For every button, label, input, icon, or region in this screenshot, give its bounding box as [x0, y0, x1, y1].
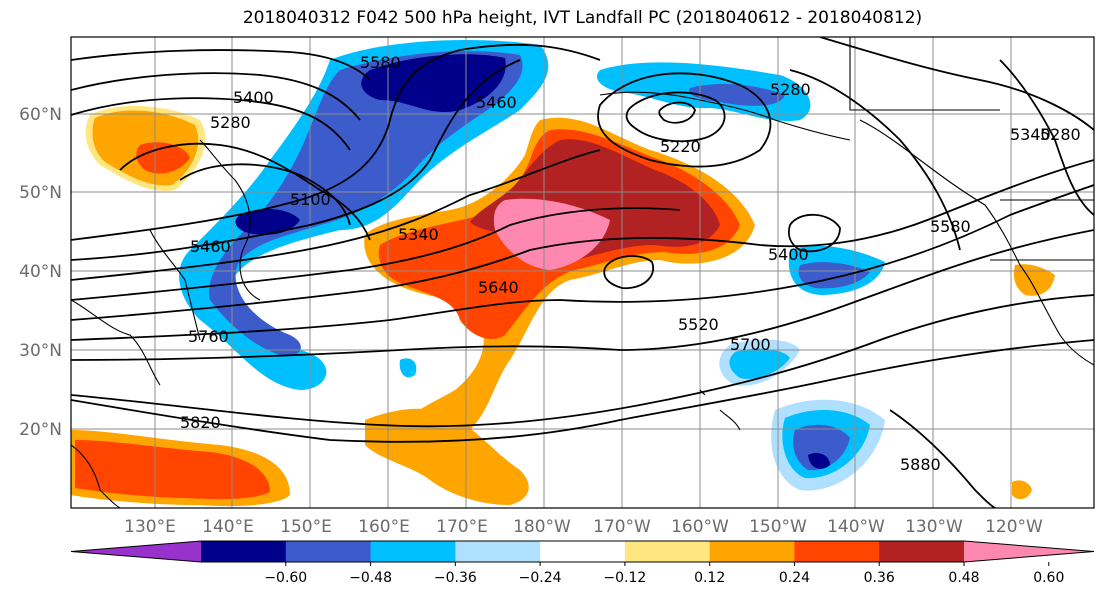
- map-frame: [70, 36, 1095, 509]
- contour-label: 5340: [1010, 125, 1051, 144]
- contour-label: 5280: [770, 80, 811, 99]
- contour-label: 5700: [730, 335, 771, 354]
- colorbar-tick-label: −0.24: [519, 570, 562, 586]
- lon-label: 130°E: [124, 517, 176, 537]
- contour-label: 5820: [180, 413, 221, 432]
- colorbar-tick-label: 0.36: [864, 570, 895, 586]
- map-area: 5580 5400 5280 5100 5460 5340 5220 5520 …: [71, 37, 1094, 508]
- lon-label: 150°W: [749, 517, 807, 537]
- contour-label: 5220: [660, 137, 701, 156]
- positive-anomaly-shading: [71, 105, 1055, 507]
- lat-label: 40°N: [19, 262, 62, 282]
- lon-label: 130°W: [905, 517, 963, 537]
- colorbar-tick-label: 0.24: [779, 570, 810, 586]
- colorbar-swatch: [455, 541, 541, 562]
- contour-label: 5580: [930, 217, 971, 236]
- lon-label: 120°W: [985, 517, 1043, 537]
- colorbar-swatch: [879, 541, 965, 562]
- contour-label: 5880: [900, 455, 941, 474]
- lat-label: 20°N: [19, 420, 62, 440]
- lon-label: 170°W: [593, 517, 651, 537]
- map-title: 2018040312 F042 500 hPa height, IVT Land…: [242, 8, 923, 28]
- lon-label: 160°E: [358, 517, 410, 537]
- contour-label: 5400: [233, 88, 274, 107]
- longitude-labels: 130°E 140°E 150°E 160°E 170°E 180°W 170°…: [124, 517, 1043, 537]
- colorbar-tick-label: −0.60: [264, 570, 307, 586]
- lon-label: 170°E: [436, 517, 488, 537]
- latitude-labels: 60°N 50°N 40°N 30°N 20°N: [19, 105, 62, 440]
- lon-label: 180°W: [513, 517, 571, 537]
- contour-label: 5580: [360, 53, 401, 72]
- contour-label: 5760: [188, 327, 229, 346]
- contour-label: 5340: [398, 225, 439, 244]
- height-contours: [71, 37, 1094, 508]
- contour-label: 5400: [768, 245, 809, 264]
- colorbar-tick-label: −0.36: [434, 570, 477, 586]
- lon-label: 140°E: [202, 517, 254, 537]
- lat-label: 30°N: [19, 341, 62, 361]
- colorbar-swatch: [370, 541, 456, 562]
- map-gridlines: [71, 37, 1094, 508]
- colorbar-extend-low: [71, 541, 201, 562]
- contour-label: 5280: [210, 113, 251, 132]
- colorbar-extend-high: [964, 541, 1094, 562]
- lat-label: 50°N: [19, 183, 62, 203]
- contour-label: 5100: [290, 190, 331, 209]
- colorbar-tick-label: −0.48: [349, 570, 392, 586]
- lon-label: 160°W: [671, 517, 729, 537]
- colorbar-tick-label: −0.12: [603, 570, 646, 586]
- colorbar-swatch: [201, 541, 287, 562]
- colorbar-swatch: [285, 541, 372, 562]
- colorbar-tick-labels: −0.60 −0.48 −0.36 −0.24 −0.12 0.12 0.24 0.36 0.4…: [264, 562, 1064, 586]
- colorbar-outline: [70, 540, 1095, 563]
- lon-label: 140°W: [827, 517, 885, 537]
- contour-label: 5640: [478, 278, 519, 297]
- contour-labels: 5580 5400 5280 5100 5460 5340 5220 5520 …: [180, 53, 1081, 474]
- colorbar-swatch: [709, 541, 795, 562]
- coastlines: [71, 37, 1094, 508]
- colorbar-tick-label: 0.60: [1033, 570, 1064, 586]
- lat-label: 60°N: [19, 105, 62, 125]
- colorbar-swatch: [794, 541, 880, 562]
- contour-label: 5460: [476, 93, 517, 112]
- colorbar-tick-label: 0.12: [694, 570, 725, 586]
- colorbar: [70, 540, 1095, 563]
- contour-label: 5520: [678, 315, 719, 334]
- lon-label: 150°E: [280, 517, 332, 537]
- contour-label: 5460: [190, 237, 231, 256]
- colorbar-swatch: [540, 541, 626, 562]
- contour-label: 5280: [1040, 125, 1081, 144]
- colorbar-tick-label: 0.48: [948, 570, 979, 586]
- colorbar-swatch: [624, 541, 711, 562]
